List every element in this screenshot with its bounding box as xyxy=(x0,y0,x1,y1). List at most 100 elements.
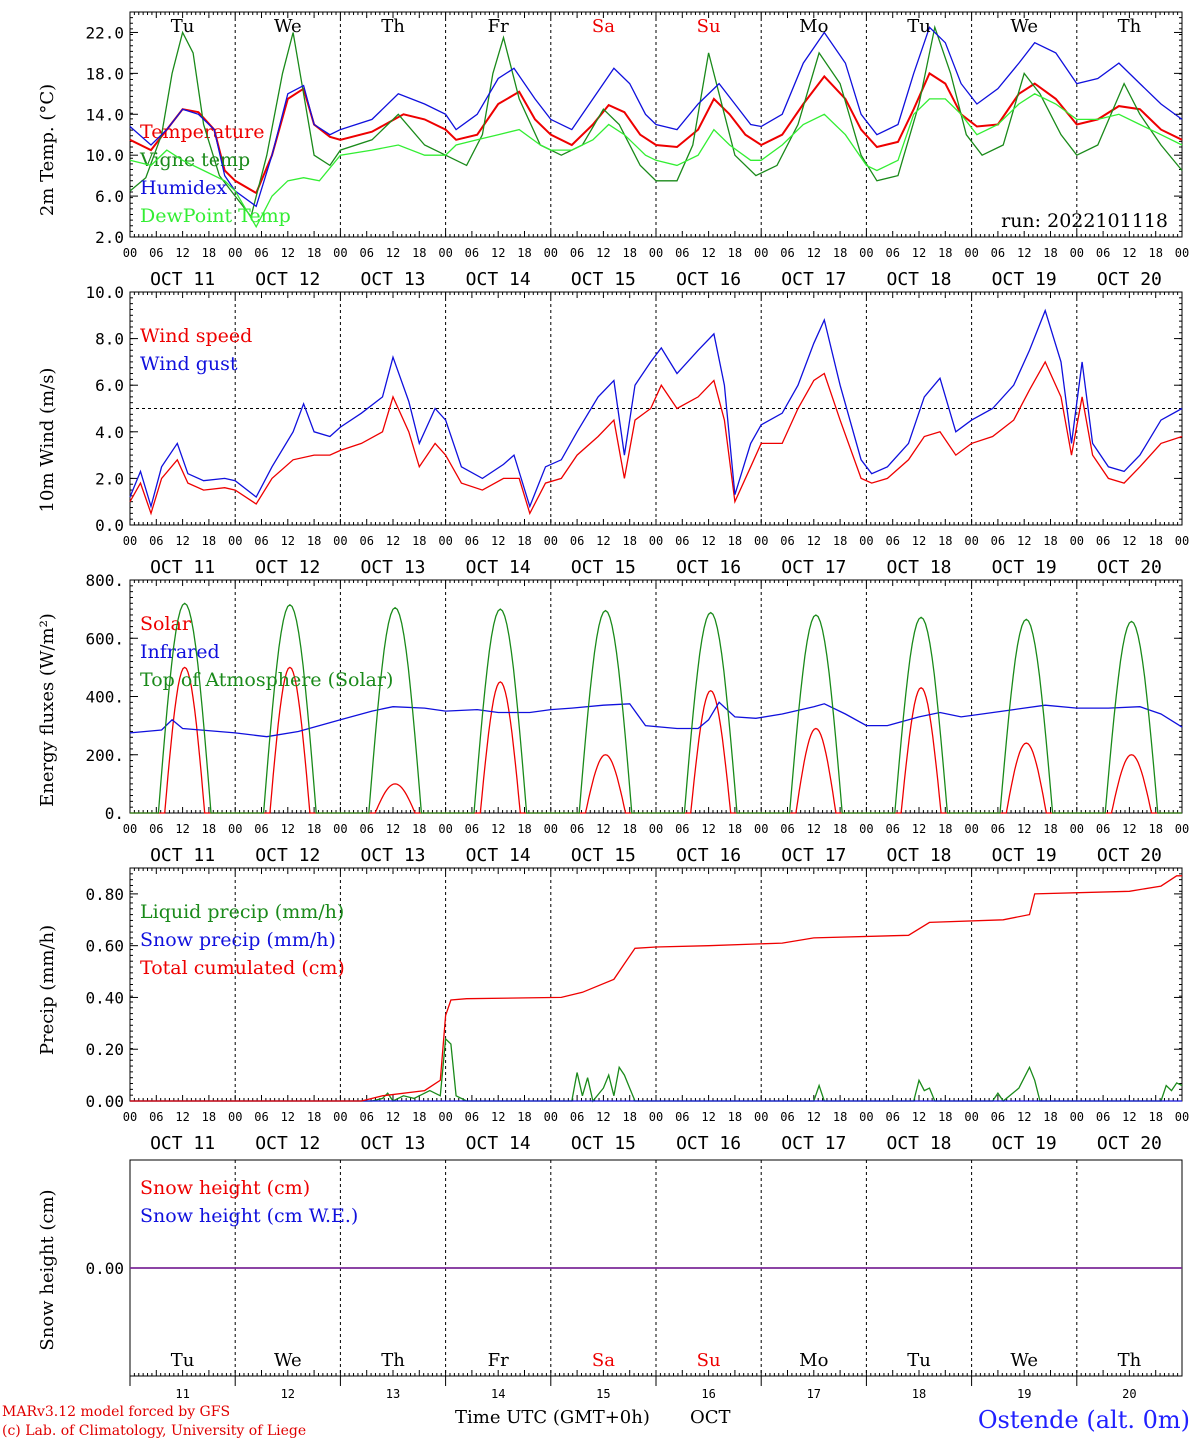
hour-label: 00 xyxy=(1175,246,1189,260)
date-label: OCT 12 xyxy=(255,557,320,578)
hour-label: 06 xyxy=(570,534,584,548)
hour-label: 00 xyxy=(754,822,768,836)
y-tick-label: 0.00 xyxy=(85,1092,124,1111)
date-label: OCT 17 xyxy=(781,845,846,866)
hour-label: 00 xyxy=(1175,534,1189,548)
hour-label: 00 xyxy=(123,534,137,548)
hour-label: 18 xyxy=(622,534,636,548)
hour-label: 06 xyxy=(885,822,899,836)
date-label: OCT 17 xyxy=(781,557,846,578)
hour-label: 00 xyxy=(333,246,347,260)
date-label: OCT 14 xyxy=(466,557,531,578)
weekday-label: Sa xyxy=(592,16,615,37)
footer: MARv3.12 model forced by GFS (c) Lab. of… xyxy=(2,1404,1190,1439)
series-line-1 xyxy=(129,701,1183,738)
hour-label: 06 xyxy=(991,1110,1005,1124)
hour-label: 00 xyxy=(544,534,558,548)
hour-label: 06 xyxy=(570,246,584,260)
date-label: OCT 14 xyxy=(466,845,531,866)
weekday-label: Sa xyxy=(592,1350,615,1371)
date-label: OCT 13 xyxy=(360,845,425,866)
hour-label: 06 xyxy=(570,1110,584,1124)
hour-label: 18 xyxy=(1043,1110,1057,1124)
date-label: OCT 15 xyxy=(571,1133,636,1154)
panel-temp: 2.0 6.0 10.0 14.0 18.0 22.0 2m Temp. (°C) 00 06 1… xyxy=(37,11,1189,290)
date-label: OCT 15 xyxy=(571,269,636,290)
y-axis-label: Energy fluxes (W/m²) xyxy=(37,613,58,807)
panel-snow: 0.00 Snow height (cm) Snow height (cm) Snow… xyxy=(37,1159,1183,1401)
y-tick-label: 2.0 xyxy=(95,228,124,247)
bottom-day-label: 16 xyxy=(701,1387,715,1401)
weekday-label: Th xyxy=(381,1350,405,1371)
hour-label: 00 xyxy=(964,822,978,836)
hour-label: 00 xyxy=(859,822,873,836)
y-tick-label: 8.0 xyxy=(95,330,124,349)
date-label: OCT 11 xyxy=(150,557,215,578)
hour-label: 00 xyxy=(649,534,663,548)
y-axis-label: 2m Temp. (°C) xyxy=(37,84,58,216)
hour-label: 06 xyxy=(1096,534,1110,548)
y-tick-label: 0.00 xyxy=(85,1259,124,1278)
hour-label: 06 xyxy=(885,534,899,548)
weekday-label: Su xyxy=(697,1350,721,1371)
hour-label: 12 xyxy=(175,1110,189,1124)
hour-label: 18 xyxy=(938,822,952,836)
hour-label: 00 xyxy=(1070,1110,1084,1124)
hour-label: 00 xyxy=(964,534,978,548)
hour-label: 18 xyxy=(1043,246,1057,260)
hour-label: 00 xyxy=(1175,822,1189,836)
y-tick-label: 200. xyxy=(85,746,124,765)
date-label: OCT 19 xyxy=(992,1133,1057,1154)
weekday-label: We xyxy=(274,1350,302,1371)
date-label: OCT 18 xyxy=(886,269,951,290)
hour-label: 12 xyxy=(281,822,295,836)
date-label: OCT 17 xyxy=(781,1133,846,1154)
date-label: OCT 12 xyxy=(255,845,320,866)
bottom-day-label: 17 xyxy=(807,1387,821,1401)
bottom-day-label: 20 xyxy=(1122,1387,1136,1401)
hour-label: 18 xyxy=(728,246,742,260)
date-label: OCT 11 xyxy=(150,1133,215,1154)
weekday-label: Fr xyxy=(488,1350,509,1371)
weekday-label: Mo xyxy=(799,1350,828,1371)
date-label: OCT 16 xyxy=(676,845,741,866)
bottom-day-label: 18 xyxy=(912,1387,926,1401)
hour-label: 18 xyxy=(517,246,531,260)
hour-label: 06 xyxy=(149,1110,163,1124)
hour-label: 18 xyxy=(202,534,216,548)
y-tick-label: 0. xyxy=(105,804,124,823)
hour-label: 18 xyxy=(202,246,216,260)
legend-entry: Snow height (cm W.E.) xyxy=(140,1205,358,1227)
bottom-day-label: 14 xyxy=(491,1387,505,1401)
hour-label: 06 xyxy=(149,246,163,260)
hour-label: 00 xyxy=(544,822,558,836)
panel-precip: 0.00 0.20 0.40 0.60 0.80 Precip (mm/h) 00 06 12 1… xyxy=(37,867,1189,1154)
hour-label: 12 xyxy=(386,822,400,836)
model-credit: MARv3.12 model forced by GFS xyxy=(2,1404,230,1420)
series-line-0 xyxy=(129,360,1183,516)
hour-label: 12 xyxy=(1017,534,1031,548)
hour-label: 00 xyxy=(649,246,663,260)
hour-label: 12 xyxy=(175,246,189,260)
hour-label: 18 xyxy=(307,1110,321,1124)
date-label: OCT 19 xyxy=(992,269,1057,290)
date-label: OCT 13 xyxy=(360,269,425,290)
weekday-label: We xyxy=(1010,1350,1038,1371)
hour-label: 00 xyxy=(333,534,347,548)
hour-label: 12 xyxy=(701,534,715,548)
hour-label: 18 xyxy=(517,1110,531,1124)
hour-label: 06 xyxy=(465,534,479,548)
weekday-label: We xyxy=(1010,16,1038,37)
weekday-label: Th xyxy=(381,16,405,37)
legend-entry: Snow precip (mm/h) xyxy=(140,929,336,951)
date-label: OCT 20 xyxy=(1097,1133,1162,1154)
weekday-label: Tu xyxy=(171,16,195,37)
hour-label: 06 xyxy=(149,534,163,548)
y-tick-label: 18.0 xyxy=(85,64,124,83)
hour-label: 18 xyxy=(307,246,321,260)
hour-label: 00 xyxy=(438,534,452,548)
hour-label: 00 xyxy=(438,246,452,260)
hour-label: 00 xyxy=(123,822,137,836)
weekday-label: Th xyxy=(1118,1350,1142,1371)
date-label: OCT 16 xyxy=(676,1133,741,1154)
